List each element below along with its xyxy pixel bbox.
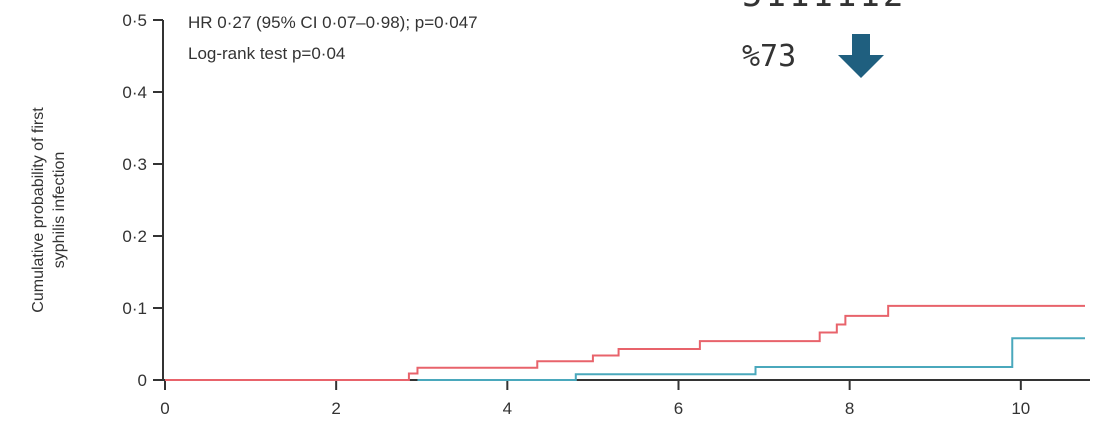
km-step-line-2 [417,337,1085,381]
y-tick-label: 0·3 [122,155,147,174]
y-tick-label: 0·1 [122,299,147,318]
arrow-down-icon [838,34,884,78]
x-tick-label: 0 [160,399,169,418]
km-step-line-1 [165,304,1085,381]
x-tick-label: 4 [503,399,512,418]
x-tick-label: 2 [331,399,340,418]
y-tick-label: 0·4 [122,83,147,102]
overlay-top-text: 5111112 [742,0,906,15]
y-axis-title-line-2: syphilis infection [51,152,68,269]
y-tick-label: 0·5 [122,11,147,30]
x-tick-label: 8 [845,399,854,418]
x-tick-label: 10 [1011,399,1030,418]
x-tick-label: 6 [674,399,683,418]
y-tick-label: 0 [138,371,147,390]
logrank-annotation: Log-rank test p=0·04 [188,44,345,63]
y-tick-label: 0·2 [122,227,147,246]
hr-annotation: HR 0·27 (95% CI 0·07–0·98); p=0·047 [188,13,478,32]
y-axis-title-line-1: Cumulative probability of first [30,107,47,313]
overlay-percent-text: %73 [742,39,796,74]
